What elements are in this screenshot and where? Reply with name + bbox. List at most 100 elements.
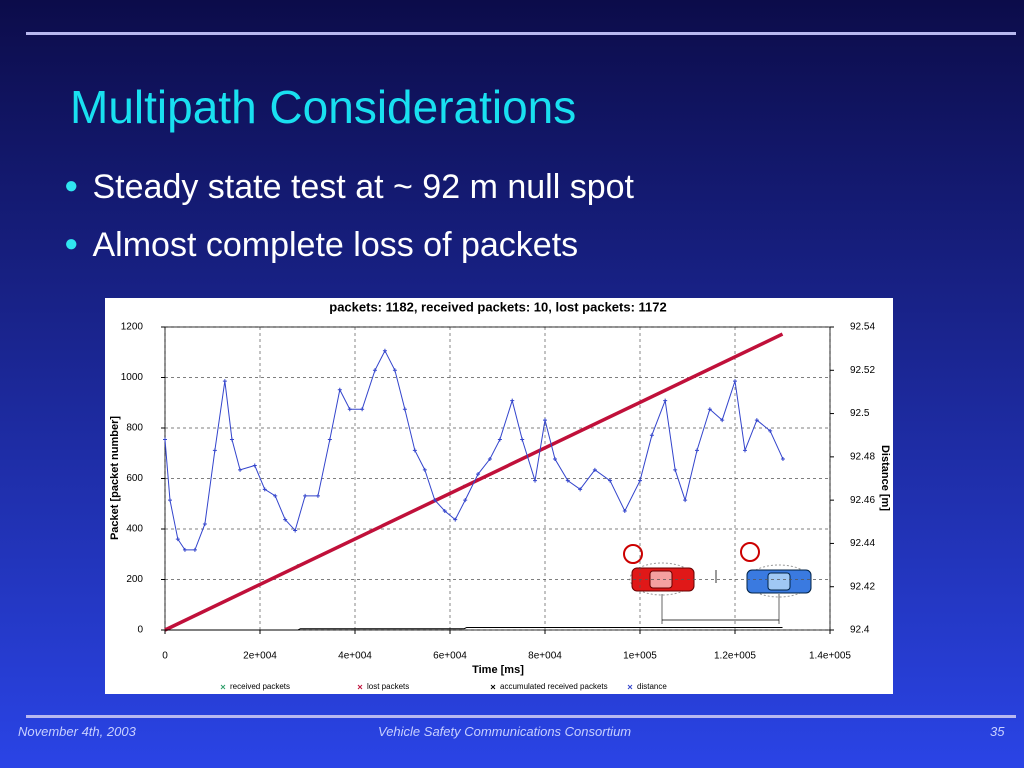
distance-marker bbox=[622, 508, 627, 513]
distance-marker bbox=[192, 547, 197, 552]
footer-organization: Vehicle Safety Communications Consortium bbox=[378, 724, 632, 739]
distance-marker bbox=[222, 379, 227, 384]
x-tick-label: 6e+004 bbox=[433, 651, 467, 662]
chart: packets: 1182, received packets: 10, los… bbox=[105, 298, 893, 694]
distance-marker bbox=[780, 457, 785, 462]
distance-marker bbox=[402, 407, 407, 412]
distance-marker bbox=[262, 487, 267, 492]
distance-marker bbox=[182, 547, 187, 552]
y2-tick-label: 92.54 bbox=[850, 322, 875, 333]
slide-title: Multipath Considerations bbox=[70, 81, 577, 133]
y2-tick-label: 92.48 bbox=[850, 451, 875, 462]
distance-marker bbox=[303, 493, 308, 498]
bullet: ● Steady state test at ~ 92 m null spot bbox=[64, 168, 634, 206]
series-line bbox=[164, 349, 784, 551]
distance-marker bbox=[327, 437, 332, 442]
series-line bbox=[165, 626, 783, 631]
legend-label: accumulated received packets bbox=[500, 682, 608, 691]
distance-marker bbox=[293, 528, 298, 533]
y2-tick-label: 92.4 bbox=[850, 625, 870, 636]
x-tick-label: 4e+004 bbox=[338, 651, 372, 662]
distance-marker bbox=[229, 437, 234, 442]
distance-marker bbox=[768, 428, 773, 433]
car-diagram bbox=[623, 542, 812, 624]
y-tick-label: 0 bbox=[137, 625, 143, 636]
distance-marker bbox=[238, 467, 243, 472]
top-rule bbox=[26, 32, 1016, 35]
x-tick-label: 2e+004 bbox=[243, 651, 277, 662]
y2-tick-label: 92.5 bbox=[850, 408, 870, 419]
y2-tick-label: 92.52 bbox=[850, 365, 875, 376]
x-tick-label: 8e+004 bbox=[528, 651, 562, 662]
distance-marker bbox=[497, 437, 502, 442]
y-tick-label: 600 bbox=[126, 473, 143, 484]
distance-marker bbox=[683, 498, 688, 503]
distance-marker bbox=[707, 407, 712, 412]
distance-marker bbox=[175, 537, 180, 542]
distance-marker bbox=[578, 487, 583, 492]
bottom-rule bbox=[26, 715, 1016, 718]
distance-marker bbox=[372, 368, 377, 373]
chart-title: packets: 1182, received packets: 10, los… bbox=[329, 299, 667, 314]
legend-label: received packets bbox=[230, 682, 290, 691]
distance-marker bbox=[754, 418, 759, 423]
x-tick-label: 1.4e+005 bbox=[809, 651, 851, 662]
distance-marker bbox=[360, 407, 365, 412]
legend-swatch bbox=[357, 684, 363, 690]
y-tick-label: 200 bbox=[126, 574, 143, 585]
distance-marker bbox=[412, 448, 417, 453]
distance-marker bbox=[422, 467, 427, 472]
distance-marker bbox=[347, 407, 352, 412]
distance-marker bbox=[453, 517, 458, 522]
bullet-text: Steady state test at ~ 92 m null spot bbox=[92, 168, 634, 206]
distance-marker bbox=[695, 448, 699, 453]
distance-marker bbox=[283, 517, 288, 522]
legend-label: distance bbox=[637, 682, 667, 691]
legend-swatch bbox=[490, 684, 496, 690]
footer-date: November 4th, 2003 bbox=[18, 724, 136, 739]
distance-marker bbox=[202, 521, 207, 526]
distance-marker bbox=[392, 368, 397, 373]
distance-marker bbox=[592, 467, 597, 472]
distance-marker bbox=[733, 379, 737, 384]
y2-axis-label: Distance [m] bbox=[879, 445, 891, 511]
distance-marker bbox=[510, 398, 515, 403]
distance-marker bbox=[487, 457, 492, 462]
distance-marker bbox=[552, 457, 557, 462]
distance-marker bbox=[252, 463, 257, 468]
legend-swatch bbox=[220, 684, 226, 690]
distance-marker bbox=[212, 448, 217, 453]
x-axis-label: Time [ms] bbox=[472, 664, 524, 676]
distance-marker bbox=[520, 437, 525, 442]
y-tick-label: 1200 bbox=[121, 322, 144, 333]
distance-marker bbox=[565, 478, 570, 483]
y-tick-label: 400 bbox=[126, 524, 143, 535]
distance-marker bbox=[742, 448, 747, 453]
y-tick-label: 1000 bbox=[121, 372, 144, 383]
distance-marker bbox=[720, 418, 725, 423]
distance-marker bbox=[442, 508, 447, 513]
distance-marker bbox=[273, 493, 278, 498]
distance-marker bbox=[337, 387, 342, 392]
footer-page: 35 bbox=[990, 724, 1005, 739]
bullet: ● Almost complete loss of packets bbox=[64, 226, 579, 264]
distance-marker bbox=[533, 478, 538, 483]
distance-marker bbox=[638, 478, 642, 483]
x-tick-label: 1e+005 bbox=[623, 651, 657, 662]
y2-tick-label: 92.46 bbox=[850, 495, 875, 506]
distance-marker bbox=[608, 478, 613, 483]
bullet-text: Almost complete loss of packets bbox=[92, 226, 579, 264]
distance-marker bbox=[663, 398, 668, 403]
plot-frame bbox=[164, 326, 831, 631]
distance-marker bbox=[163, 437, 167, 442]
y-axis-label: Packet [packet number] bbox=[109, 416, 121, 540]
legend-swatch bbox=[627, 684, 633, 690]
y2-tick-label: 92.42 bbox=[850, 581, 875, 592]
legend-label: lost packets bbox=[367, 682, 409, 691]
y2-tick-label: 92.44 bbox=[850, 538, 875, 549]
x-tick-label: 0 bbox=[162, 651, 168, 662]
distance-marker bbox=[673, 467, 678, 472]
distance-marker bbox=[476, 472, 481, 477]
distance-marker bbox=[649, 433, 654, 438]
